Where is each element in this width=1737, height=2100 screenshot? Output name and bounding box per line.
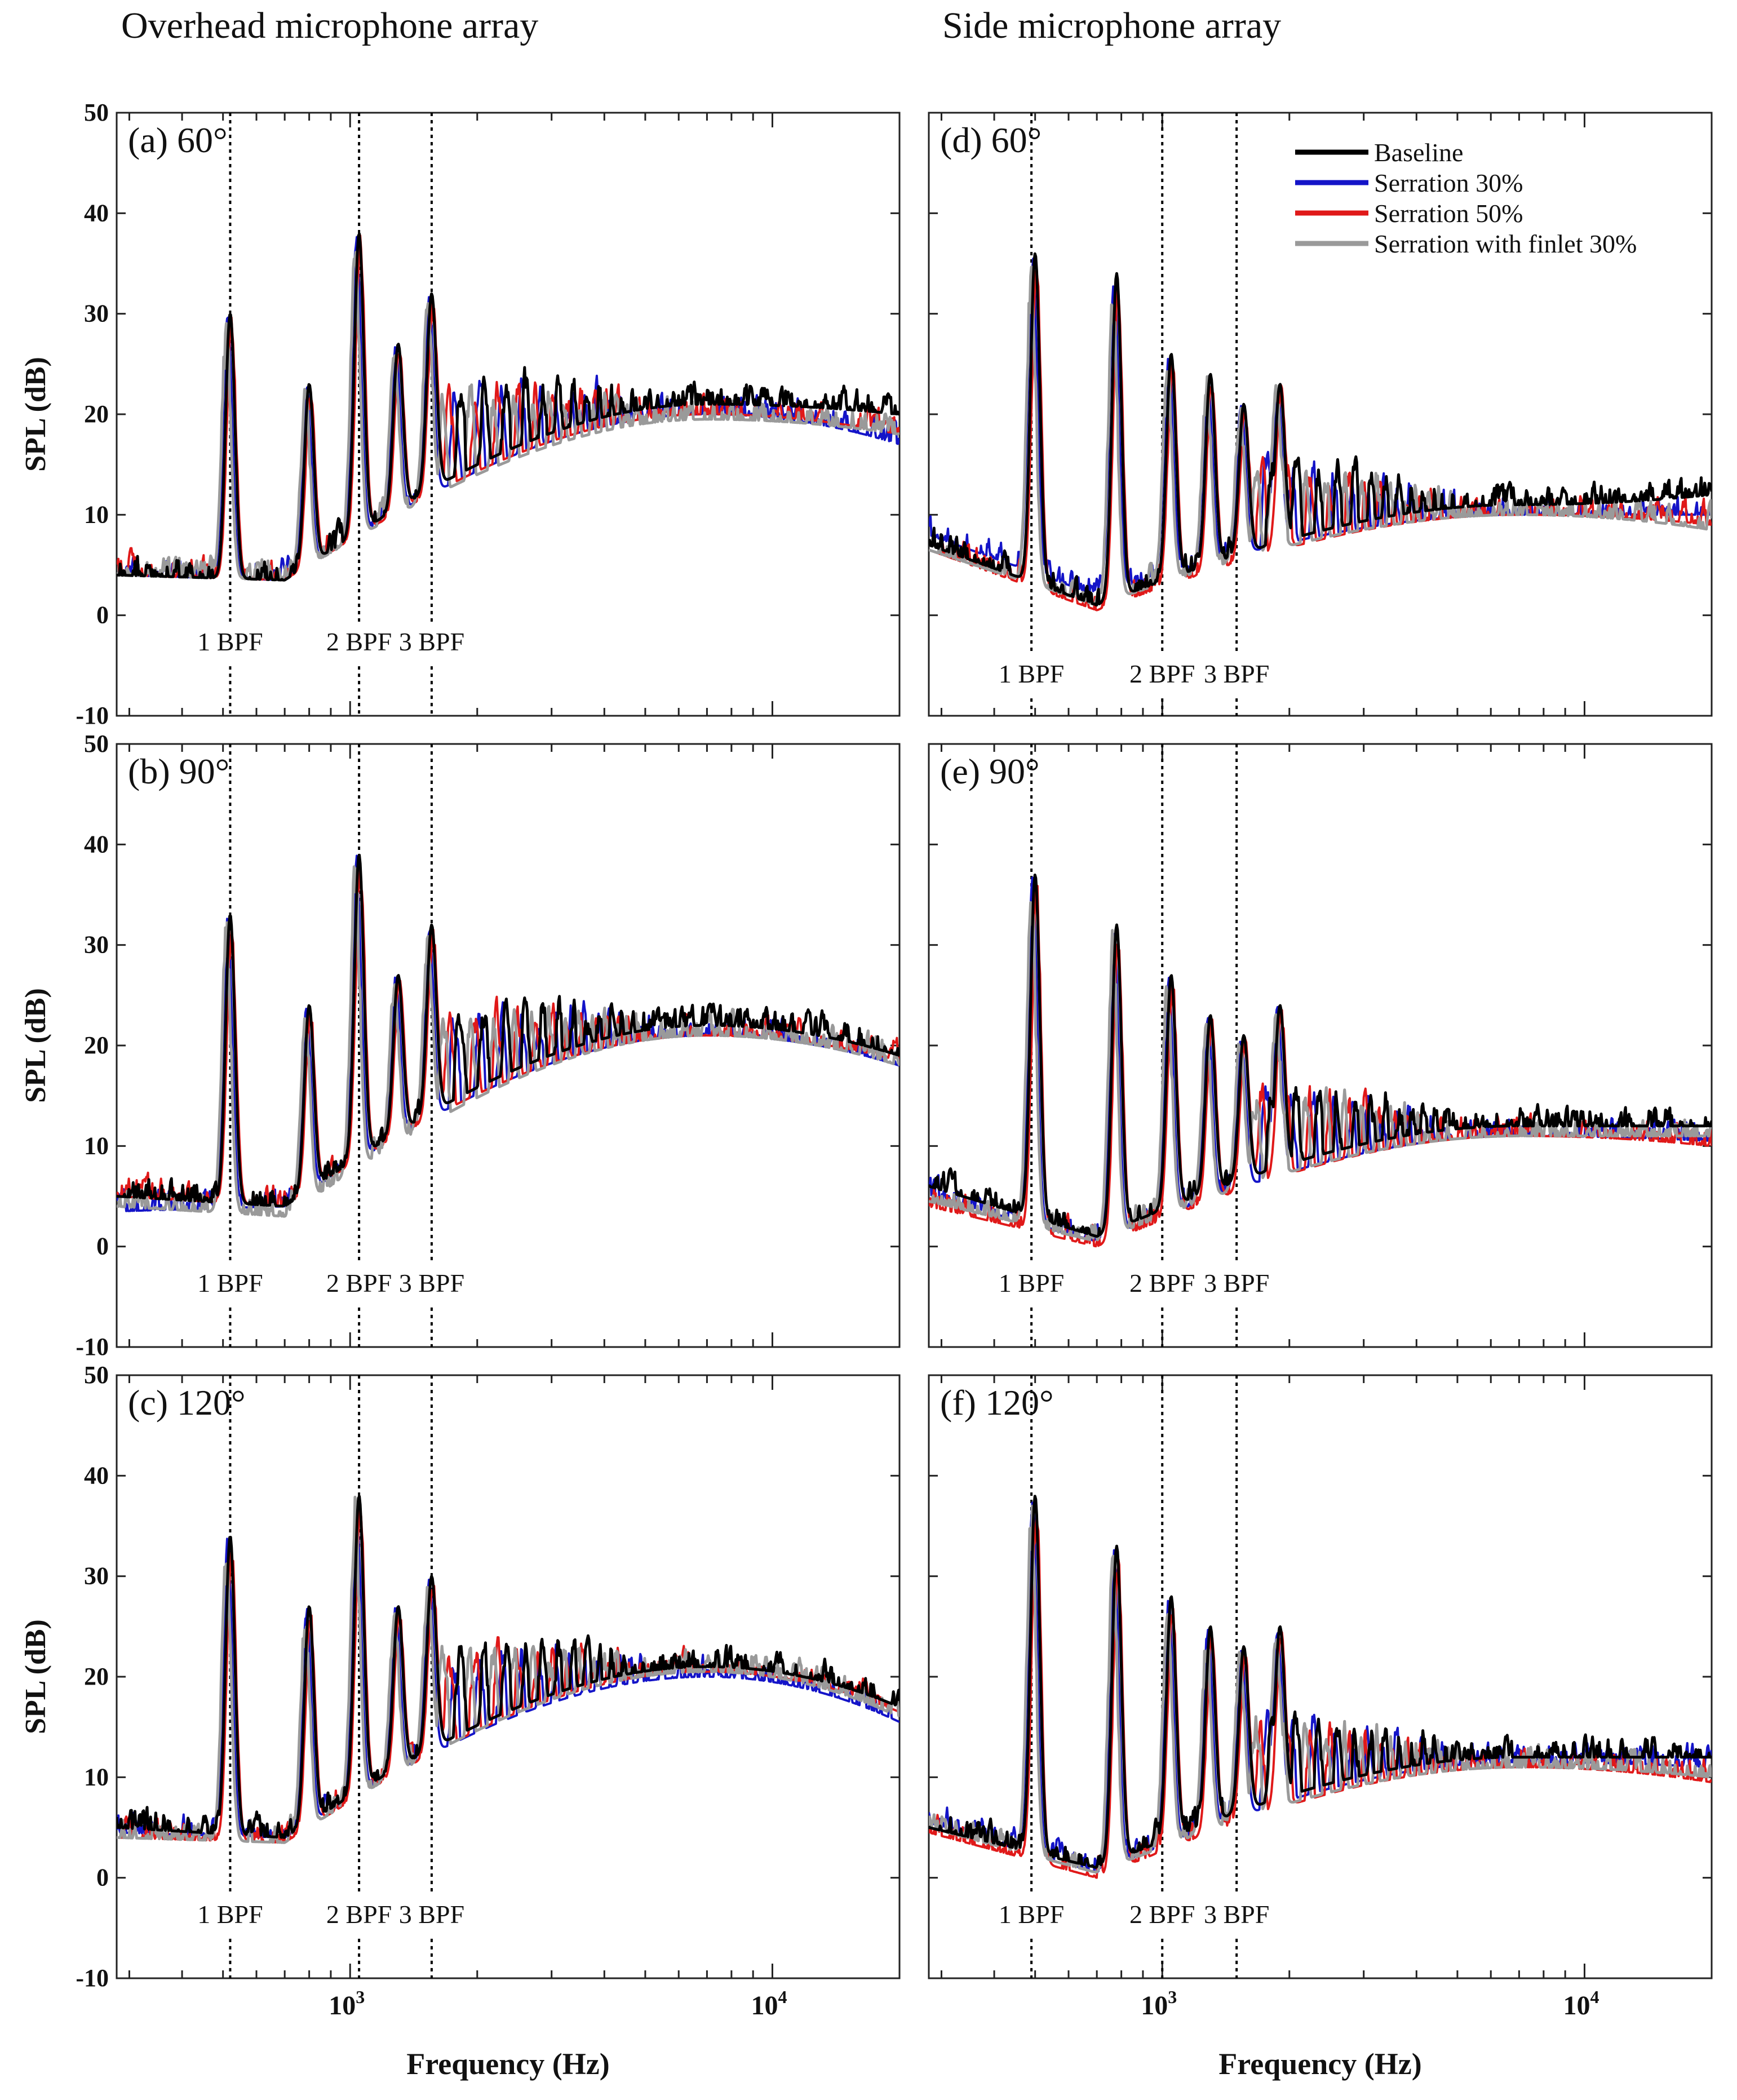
legend-entry: Serration with finlet 30% [1374,229,1637,258]
series-line-baseline [929,252,1712,607]
legend-entry: Serration 30% [1374,169,1523,197]
series-line-baseline [117,232,899,582]
bpf-label: 3 BPF [1204,1900,1269,1929]
y-tick-label: -10 [76,702,109,729]
series-line-baseline [117,1495,899,1839]
chart-panel-4: 1 BPF 2 BPF 3 BPF (e) 90° [928,743,1713,1348]
series-line-baseline [929,874,1712,1238]
bpf-label: 3 BPF [1204,1269,1269,1297]
y-axis-label: SPL (dB) [20,988,52,1103]
bpf-label: 3 BPF [399,627,464,656]
bpf-label: 1 BPF [999,1900,1064,1929]
legend-entry: Baseline [1374,138,1463,167]
plot-frame [928,1374,1713,1979]
spectra [117,1495,899,1844]
bpf-label: 2 BPF [1129,1269,1195,1297]
legend-entry: Serration 50% [1374,199,1523,228]
overhead-array-title: Overhead microphone array [121,5,539,46]
bpf-label: 2 BPF [1129,659,1195,688]
bpf-label: 1 BPF [999,1269,1064,1297]
panel-label: (c) 120° [128,1383,246,1423]
y-tick-label: 50 [84,99,109,126]
y-tick-label: 20 [84,1031,109,1059]
panel-label: (a) 60° [128,120,228,160]
y-tick-label: 40 [84,1461,109,1489]
bpf-label: 1 BPF [197,1269,263,1297]
x-tick-label: 103 [1141,1987,1177,2021]
y-tick-label: 50 [84,1361,109,1389]
series-line-serration-with-finlet-30- [929,901,1712,1242]
y-tick-label: 10 [84,1763,109,1791]
bpf-label: 2 BPF [326,627,392,656]
y-tick-label: 50 [84,730,109,757]
chart-panel-0: 50 40 30 20 10 0 -10 1 BPF 2 BPF 3 BPF (a) 60° SPL … [20,99,901,729]
series-line-baseline [117,853,899,1208]
y-tick-label: 30 [84,931,109,959]
series-line-serration-with-finlet-30- [117,251,899,582]
spectra [117,232,899,582]
y-tick-label: 0 [96,601,109,629]
y-tick-label: 10 [84,1132,109,1159]
series-line-serration-with-finlet-30- [117,1495,899,1844]
bpf-label: 3 BPF [399,1269,464,1297]
y-axis-label: SPL (dB) [20,357,52,472]
y-tick-label: 30 [84,1562,109,1590]
bpf-label: 1 BPF [999,659,1064,688]
bpf-label: 3 BPF [399,1900,464,1929]
y-tick-label: -10 [76,1333,109,1361]
side-array-title: Side microphone array [942,5,1282,46]
bpf-label: 1 BPF [197,1900,263,1929]
x-axis-label: Frequency (Hz) [406,2047,609,2081]
y-tick-label: 40 [84,199,109,227]
panel-label: (d) 60° [940,120,1042,160]
y-tick-label: 40 [84,830,109,858]
y-tick-label: 10 [84,500,109,528]
bpf-label: 1 BPF [197,627,263,656]
y-tick-label: 0 [96,1864,109,1891]
plot-frame [928,743,1713,1348]
x-axis-label: Frequency (Hz) [1218,2047,1421,2081]
series-line-baseline [929,1495,1712,1869]
chart-panel-1: 50 40 30 20 10 0 -10 1 BPF 2 BPF 3 BPF (b) 90° SPL … [20,730,901,1361]
y-tick-label: -10 [76,1964,109,1992]
series-line-serration-30- [929,1501,1712,1873]
chart-panel-5: 103 104 1 BPF 2 BPF 3 BPF (f) 120° Frequency (… [928,1374,1713,2081]
x-tick-label: 104 [751,1987,787,2021]
series-line-serration-with-finlet-30- [929,1504,1712,1874]
bpf-label: 3 BPF [1204,659,1269,688]
spectra [929,252,1712,612]
chart-panel-3: 1 BPF 2 BPF 3 BPF(d) 60° BaselineSerration … [928,112,1713,717]
plot-frame [928,112,1713,717]
panel-label: (b) 90° [128,751,229,791]
chart-panel-2: 50 40 30 20 10 0 -10 103 104 1 BPF 2 BPF 3 BPF (c) 1… [20,1361,901,2081]
y-axis-label: SPL (dB) [20,1619,52,1734]
y-tick-label: 20 [84,1663,109,1690]
y-tick-label: 30 [84,300,109,327]
bpf-label: 2 BPF [326,1900,392,1929]
spectra [929,1495,1712,1879]
panel-label: (e) 90° [940,751,1040,791]
x-tick-label: 104 [1563,1987,1599,2021]
spectra [929,874,1712,1248]
y-tick-label: 0 [96,1233,109,1260]
y-tick-label: 20 [84,400,109,428]
panel-label: (f) 120° [940,1383,1054,1423]
bpf-label: 2 BPF [1129,1900,1195,1929]
x-tick-label: 103 [329,1987,365,2021]
bpf-label: 2 BPF [326,1269,392,1297]
spectra [117,853,899,1218]
plot-frame [116,743,901,1348]
